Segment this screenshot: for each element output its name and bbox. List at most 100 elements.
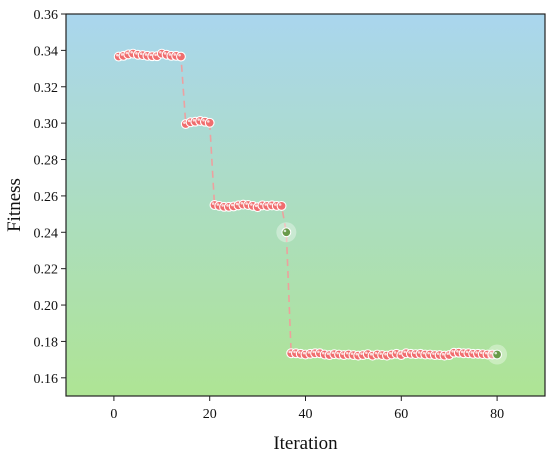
y-tick-label: 0.32 [34,81,59,96]
point-gloss [460,350,464,354]
point-gloss [139,52,143,56]
point-gloss [422,351,426,355]
point-gloss [417,351,421,354]
point-gloss [235,202,239,206]
point-gloss [475,351,478,354]
point-gloss [355,352,359,356]
point-gloss [125,51,129,55]
point-gloss [365,351,368,355]
point-gloss [389,351,392,355]
point-gloss [341,352,344,355]
point-gloss [480,351,483,355]
point-gloss [321,351,325,355]
point-gloss [163,52,167,55]
point-gloss [159,50,162,54]
plot-background [66,14,545,396]
point-gloss [350,352,354,355]
point-gloss [436,352,440,355]
point-gloss [120,53,124,56]
point-gloss [154,53,157,57]
point-gloss [269,202,272,206]
point-gloss [245,202,248,205]
point-gloss [408,351,411,354]
point-gloss [221,204,224,207]
point-gloss [470,351,474,354]
y-axis-title: Fitness [4,178,25,232]
point-gloss [494,351,498,355]
point-gloss [451,350,454,353]
highlight-point [492,349,503,360]
point-gloss [298,351,301,354]
series-layer [113,48,508,365]
point-gloss [135,52,138,55]
point-gloss [412,351,416,355]
point-gloss [207,120,210,123]
point-gloss [202,118,205,122]
point-gloss [216,203,220,206]
point-gloss [144,53,148,56]
point-gloss [484,351,488,355]
point-gloss [226,204,229,207]
y-tick-label: 0.16 [34,372,59,387]
point-gloss [456,350,459,353]
point-gloss [369,352,373,356]
x-tick-label: 20 [203,407,217,422]
point-gloss [192,118,196,122]
y-tick-label: 0.30 [34,117,59,132]
point-gloss [384,352,387,356]
x-tick-label: 60 [394,407,408,422]
point-gloss [168,53,172,56]
point-gloss [307,351,311,354]
point-gloss [465,350,469,354]
y-tick-label: 0.20 [34,299,59,314]
point-gloss [115,53,119,57]
point-gloss [293,350,296,354]
data-point [276,200,287,211]
point-gloss [345,351,349,355]
point-gloss [183,121,186,124]
point-gloss [274,203,277,206]
y-tick-label: 0.34 [34,44,59,59]
point-gloss [432,352,435,355]
point-gloss [240,201,244,205]
point-gloss [374,351,378,355]
point-gloss [379,352,383,355]
y-tick-label: 0.28 [34,154,59,169]
y-tick-label: 0.18 [34,335,59,350]
point-gloss [427,351,430,355]
data-point [176,51,186,62]
point-gloss [288,350,292,354]
point-gloss [398,352,402,355]
point-gloss [149,53,153,57]
y-tick-label: 0.24 [34,226,59,241]
point-gloss [336,351,339,355]
y-tick-label: 0.26 [34,190,59,205]
point-gloss [317,350,320,354]
point-gloss [173,53,177,56]
point-gloss [264,203,268,206]
axis-layer: 0 20 40 60 80 0.16 0.18 0.20 0.22 0.24 0.26 0.28 0.3… [34,8,505,422]
x-axis-title: Iteration [273,433,338,454]
point-gloss [331,351,335,355]
point-gloss [393,351,397,354]
point-gloss [187,119,191,123]
point-gloss [197,118,201,121]
point-gloss [254,204,258,208]
point-gloss [326,352,330,355]
data-point [204,117,215,128]
point-gloss [302,351,306,355]
point-gloss [360,352,363,355]
point-gloss [283,229,287,233]
point-gloss [446,352,450,355]
point-gloss [441,352,445,356]
highlight-point [281,227,292,238]
y-tick-label: 0.36 [34,8,59,23]
x-tick-label: 0 [110,407,117,422]
point-gloss [259,202,263,206]
point-gloss [130,50,133,54]
y-tick-label: 0.22 [34,263,59,278]
point-gloss [230,203,234,207]
point-gloss [489,351,493,355]
